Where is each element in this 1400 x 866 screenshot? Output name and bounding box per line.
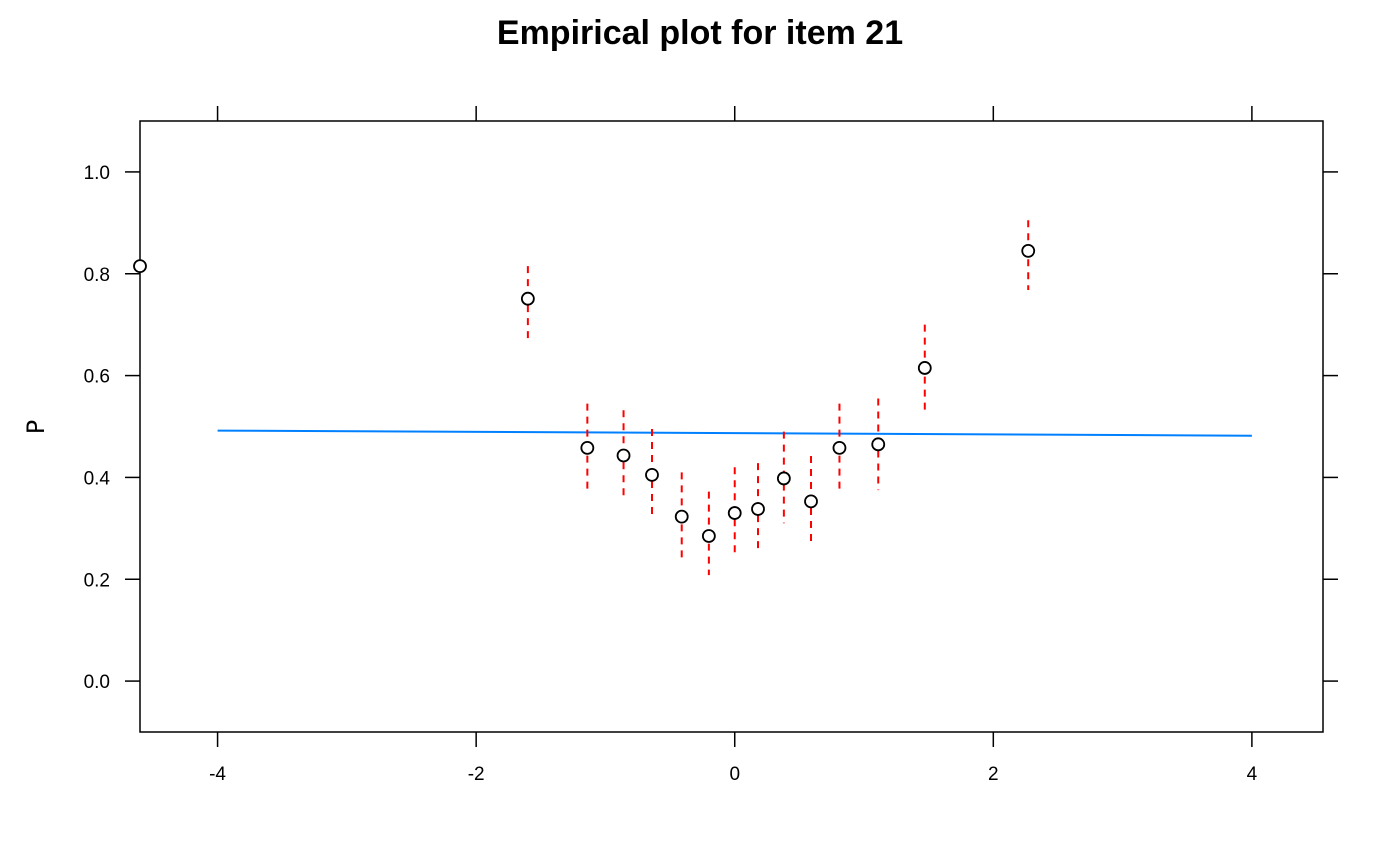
- x-tick-label: 2: [988, 764, 999, 785]
- y-tick-label: 0.4: [84, 468, 111, 489]
- data-point: [871, 437, 886, 452]
- y-tick-label: 1.0: [84, 163, 110, 184]
- data-point: [616, 448, 631, 463]
- y-tick-label: 0.6: [84, 367, 110, 388]
- y-tick-label: 0.8: [84, 265, 110, 286]
- data-point: [674, 509, 689, 524]
- data-point: [917, 361, 932, 375]
- empirical-points: [133, 243, 1036, 543]
- confidence-intervals: [526, 220, 1030, 576]
- x-tick-label: 0: [729, 764, 740, 785]
- chart-title: Empirical plot for item 21: [497, 14, 903, 52]
- x-tick-label: 4: [1247, 764, 1258, 785]
- plot-frame: [139, 120, 1324, 733]
- x-tick-label: -4: [209, 764, 226, 785]
- y-axis-label: P: [22, 420, 50, 434]
- x-tick-label: -2: [468, 764, 485, 785]
- data-point: [645, 467, 659, 482]
- model-curve: [217, 429, 1252, 437]
- data-point: [727, 506, 742, 520]
- data-point: [701, 529, 716, 543]
- y-tick-label: 0.2: [84, 570, 110, 591]
- x-axis: -4 -2 0 2 4: [209, 106, 1258, 785]
- y-axis: 0.0 0.2 0.4 0.6 0.8 1.0: [84, 163, 1338, 693]
- data-point: [580, 440, 595, 455]
- data-point: [133, 259, 147, 274]
- data-point: [1021, 243, 1036, 258]
- data-point: [520, 291, 535, 306]
- y-tick-label: 0.0: [84, 672, 110, 693]
- data-point: [751, 502, 765, 516]
- data-point: [804, 494, 818, 509]
- data-point: [776, 471, 791, 486]
- model-line: [217, 429, 1252, 437]
- data-point: [832, 440, 847, 455]
